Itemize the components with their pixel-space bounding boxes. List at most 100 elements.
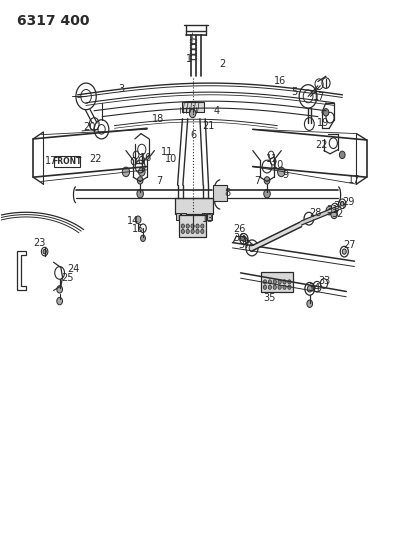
Text: 21: 21: [202, 120, 214, 131]
Text: 25: 25: [62, 273, 74, 283]
Circle shape: [268, 280, 271, 284]
Circle shape: [268, 285, 271, 289]
Text: 32: 32: [331, 209, 344, 220]
Polygon shape: [17, 251, 26, 290]
Text: 35: 35: [263, 293, 275, 303]
Text: 7: 7: [156, 176, 162, 187]
Circle shape: [135, 216, 141, 223]
Bar: [213, 185, 227, 201]
Circle shape: [122, 167, 130, 176]
Bar: [53, 156, 80, 166]
Circle shape: [273, 280, 276, 284]
Text: 10: 10: [272, 160, 284, 171]
Circle shape: [186, 229, 189, 233]
Bar: [175, 213, 180, 220]
Bar: [202, 213, 206, 220]
Circle shape: [141, 235, 145, 241]
Circle shape: [264, 285, 266, 289]
Text: 36: 36: [234, 233, 246, 244]
Text: 33: 33: [318, 276, 330, 286]
Text: 6317 400: 6317 400: [17, 14, 89, 28]
Text: 9: 9: [282, 169, 288, 180]
Circle shape: [196, 224, 199, 228]
Text: 20: 20: [83, 122, 95, 132]
Text: 8: 8: [224, 188, 231, 198]
Bar: [261, 272, 293, 292]
Text: 11: 11: [160, 147, 173, 157]
Circle shape: [341, 201, 344, 206]
Circle shape: [191, 229, 194, 233]
Text: 6: 6: [191, 130, 197, 140]
Text: 17: 17: [348, 175, 361, 185]
Circle shape: [339, 151, 345, 159]
Text: 27: 27: [343, 240, 356, 250]
Circle shape: [196, 229, 199, 233]
Text: 31: 31: [326, 205, 338, 215]
Circle shape: [307, 286, 312, 292]
Text: 13: 13: [202, 214, 214, 224]
Text: 17: 17: [313, 92, 325, 102]
Text: 28: 28: [310, 208, 322, 219]
Text: 22: 22: [89, 154, 101, 164]
Text: 4: 4: [213, 106, 219, 116]
Text: 17: 17: [45, 156, 58, 166]
Text: 34: 34: [308, 283, 321, 293]
Text: 37: 37: [238, 240, 251, 250]
Circle shape: [331, 210, 337, 219]
Text: 5: 5: [291, 87, 297, 97]
Circle shape: [137, 176, 143, 184]
Circle shape: [189, 109, 196, 118]
Text: 24: 24: [67, 264, 79, 274]
Circle shape: [249, 244, 255, 252]
Bar: [207, 213, 212, 220]
Circle shape: [242, 236, 246, 241]
Text: 30: 30: [333, 201, 345, 212]
Circle shape: [189, 227, 196, 235]
Circle shape: [288, 280, 291, 284]
Circle shape: [139, 167, 145, 176]
Bar: [181, 213, 186, 220]
Circle shape: [307, 300, 313, 308]
Circle shape: [181, 224, 184, 228]
Text: 3: 3: [119, 84, 125, 94]
Circle shape: [278, 285, 281, 289]
Text: 2: 2: [219, 60, 226, 69]
Circle shape: [137, 189, 144, 198]
Text: 10: 10: [165, 154, 177, 164]
Text: 15: 15: [132, 224, 144, 235]
Text: 22: 22: [315, 140, 327, 150]
Text: 16: 16: [140, 152, 152, 163]
Circle shape: [323, 109, 329, 116]
Text: 16: 16: [274, 77, 286, 86]
Circle shape: [57, 286, 62, 293]
Text: 14: 14: [127, 216, 139, 227]
Circle shape: [278, 280, 281, 284]
Circle shape: [186, 224, 189, 228]
Circle shape: [273, 285, 276, 289]
Text: 26: 26: [234, 224, 246, 235]
Circle shape: [283, 285, 286, 289]
Text: 7: 7: [254, 176, 260, 187]
Circle shape: [201, 229, 204, 233]
Circle shape: [342, 249, 346, 254]
Text: 11: 11: [266, 154, 278, 164]
Circle shape: [264, 176, 270, 184]
Text: 19: 19: [317, 118, 329, 128]
Bar: [182, 102, 204, 112]
Circle shape: [277, 167, 285, 176]
Text: 23: 23: [33, 238, 46, 247]
Circle shape: [181, 229, 184, 233]
Circle shape: [288, 285, 291, 289]
Circle shape: [57, 297, 62, 305]
Circle shape: [191, 224, 194, 228]
Text: 1: 1: [186, 54, 192, 64]
Circle shape: [201, 224, 204, 228]
Circle shape: [264, 189, 270, 198]
Text: 29: 29: [342, 197, 355, 207]
Bar: [179, 215, 206, 237]
Circle shape: [264, 280, 266, 284]
Circle shape: [326, 206, 333, 215]
Circle shape: [43, 249, 46, 254]
Text: 18: 18: [152, 114, 164, 124]
Circle shape: [283, 280, 286, 284]
